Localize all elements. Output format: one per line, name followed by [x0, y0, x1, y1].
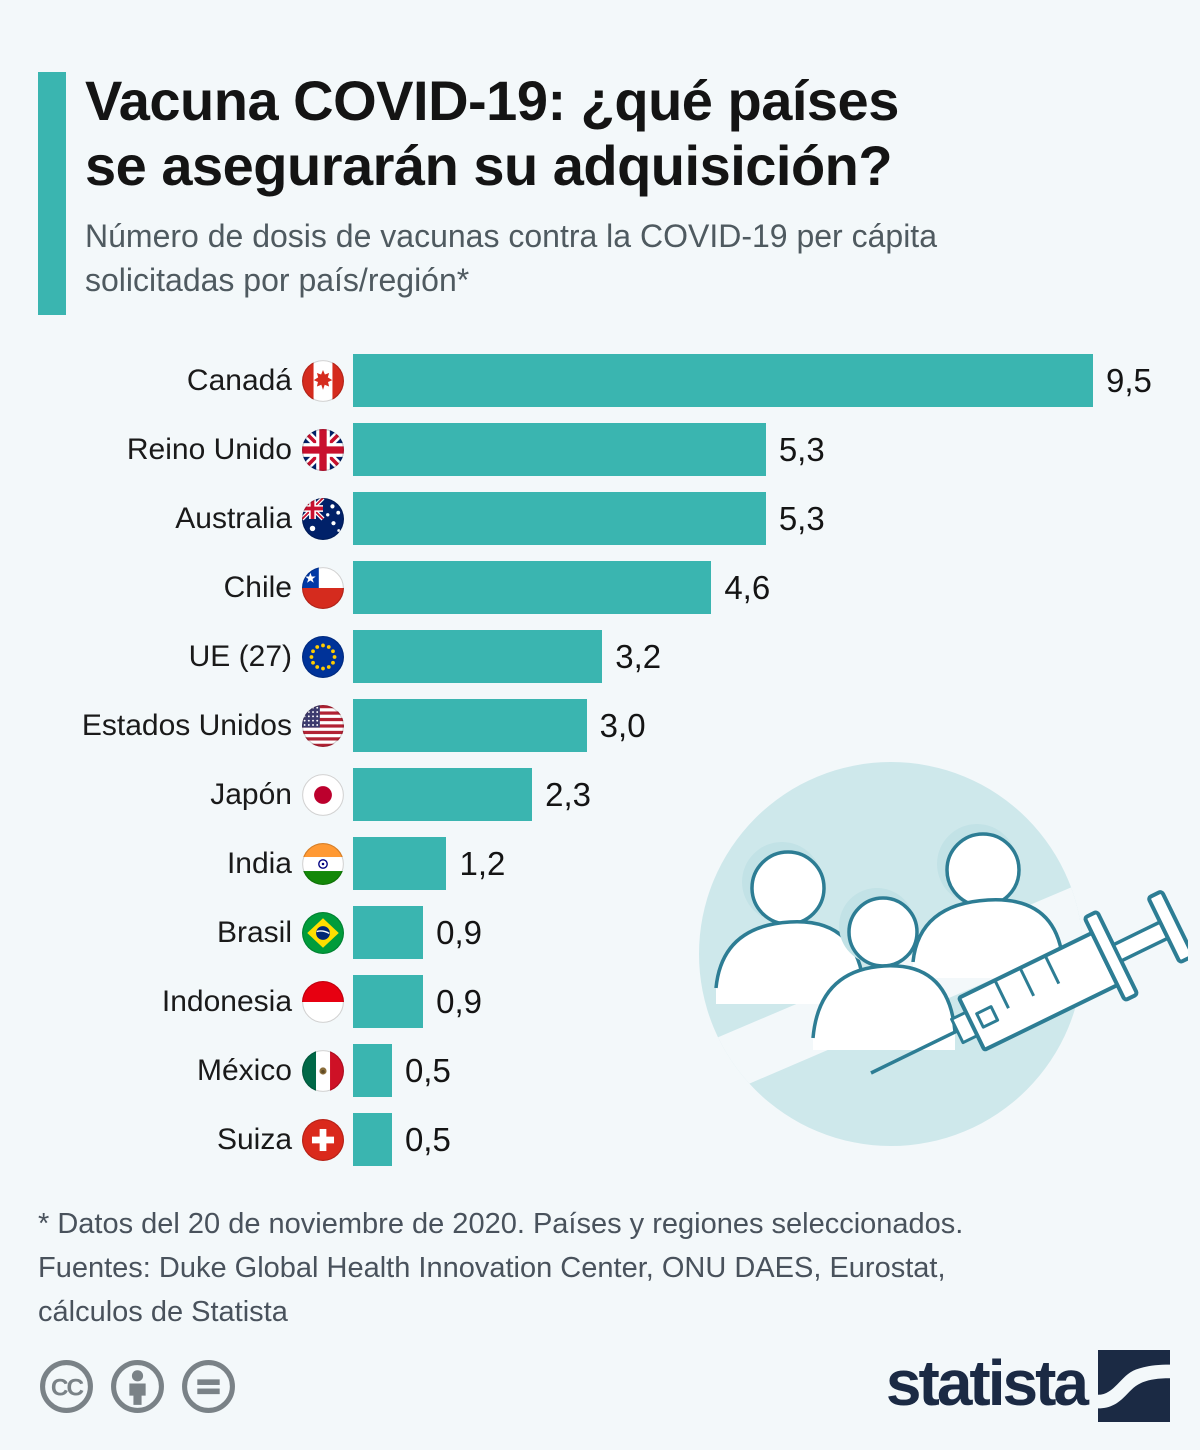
footer-bottom: CC statista	[38, 1350, 1170, 1422]
country-label: UE (27)	[188, 639, 292, 673]
flag-eu-icon	[302, 635, 344, 678]
bar-track: 0,9	[353, 906, 1093, 959]
chart-row: UE (27) 3,2	[35, 630, 1200, 683]
subtitle-line-2: solicitadas por país/región*	[85, 262, 470, 298]
bar	[353, 492, 766, 545]
value-label: 5,3	[778, 499, 825, 537]
bar-track: 3,2	[353, 630, 1093, 683]
flag-chile-icon	[302, 566, 344, 609]
syringe-icon	[870, 890, 1195, 1075]
license-icons: CC	[38, 1358, 237, 1415]
value-label: 4,6	[724, 568, 771, 606]
chart-row: Suiza 0,5	[35, 1113, 1200, 1166]
person-icon	[811, 888, 957, 1050]
chart-row: Canadá 9,5	[35, 354, 1200, 407]
value-label: 5,3	[778, 430, 825, 468]
chart-row: México 0,5	[35, 1044, 1200, 1097]
flag-australia-icon	[302, 497, 344, 540]
bar	[353, 975, 424, 1028]
country-label: Australia	[175, 501, 292, 535]
subtitle-line-1: Número de dosis de vacunas contra la COV…	[85, 218, 937, 254]
country-label: India	[226, 846, 292, 880]
sources-line-2: cálculos de Statista	[38, 1296, 288, 1328]
bar-track: 4,6	[353, 561, 1093, 614]
title-accent-bar	[38, 72, 66, 315]
person-icon	[714, 842, 866, 1004]
bar	[353, 906, 424, 959]
value-label: 0,9	[436, 913, 482, 951]
person-icon	[911, 824, 1065, 978]
bar-track: 0,5	[353, 1044, 1093, 1097]
footnote: * Datos del 20 de noviembre de 2020. Paí…	[38, 1202, 1160, 1334]
cc-icon[interactable]: CC	[38, 1358, 95, 1415]
country-label: Brasil	[216, 915, 292, 949]
value-label: 3,2	[615, 637, 662, 675]
chart-row: Estados Unidos 3,0	[35, 699, 1200, 752]
value-label: 0,5	[404, 1051, 451, 1089]
flag-indonesia-icon	[302, 980, 344, 1023]
value-label: 2,3	[545, 775, 592, 813]
chart-row: Australia 5,3	[35, 492, 1200, 545]
bar-track: 0,5	[353, 1113, 1093, 1166]
chart-rows: Canadá 9,5 Reino Unido 5,3 Australia 5,3 Chile…	[35, 354, 1200, 1166]
country-label: Canadá	[186, 363, 292, 397]
bar	[353, 1113, 392, 1166]
country-label: Chile	[223, 570, 292, 604]
value-label: 0,5	[404, 1120, 451, 1158]
value-label: 0,9	[436, 982, 482, 1020]
bar-chart: Canadá 9,5 Reino Unido 5,3 Australia 5,3 Chile…	[35, 354, 1200, 1166]
country-label: Reino Unido	[126, 432, 292, 466]
chart-row: Chile 4,6	[35, 561, 1200, 614]
value-label: 9,5	[1106, 361, 1152, 399]
flag-canada-icon	[302, 359, 344, 402]
chart-row: Indonesia 0,9	[35, 975, 1200, 1028]
bar-track: 2,3	[353, 768, 1093, 821]
statista-logo[interactable]: statista	[886, 1350, 1170, 1422]
bar-track: 5,3	[353, 492, 1093, 545]
chart-subtitle: Número de dosis de vacunas contra la COV…	[85, 214, 1160, 302]
country-label: México	[196, 1053, 292, 1087]
country-label: Indonesia	[161, 984, 292, 1018]
bar	[353, 561, 712, 614]
chart-row: Japón 2,3	[35, 768, 1200, 821]
statista-logo-icon	[1098, 1350, 1170, 1422]
header: Vacuna COVID-19: ¿qué países se asegurar…	[0, 0, 1200, 315]
bar	[353, 354, 1093, 407]
chart-row: Reino Unido 5,3	[35, 423, 1200, 476]
bar	[353, 837, 447, 890]
value-label: 1,2	[459, 844, 506, 882]
flag-brazil-icon	[302, 911, 344, 954]
cc-nd-icon[interactable]	[180, 1358, 237, 1415]
bar	[353, 1044, 392, 1097]
page-title-line-1: Vacuna COVID-19: ¿qué países	[85, 69, 899, 132]
bar-track: 1,2	[353, 837, 1093, 890]
country-label: Estados Unidos	[81, 708, 292, 742]
bar-track: 9,5	[353, 354, 1152, 407]
vaccination-illustration	[688, 758, 1195, 1163]
svg-text:CC: CC	[51, 1374, 84, 1401]
flag-japan-icon	[302, 773, 344, 816]
footnote-note: * Datos del 20 de noviembre de 2020. Paí…	[38, 1208, 964, 1240]
bar	[353, 630, 603, 683]
statista-wordmark: statista	[885, 1347, 1089, 1419]
country-label: Suiza	[216, 1122, 292, 1156]
bar	[353, 768, 533, 821]
bar	[353, 423, 766, 476]
chart-row: India 1,2	[35, 837, 1200, 890]
flag-mexico-icon	[302, 1049, 344, 1092]
sources-line-1: Fuentes: Duke Global Health Innovation C…	[38, 1252, 946, 1284]
page-title-line-2: se asegurarán su adquisición?	[85, 134, 893, 197]
bar-track: 0,9	[353, 975, 1093, 1028]
bar-track: 3,0	[353, 699, 1093, 752]
bar-track: 5,3	[353, 423, 1093, 476]
value-label: 3,0	[599, 706, 646, 744]
flag-usa-icon	[302, 704, 344, 747]
country-label: Japón	[210, 777, 292, 811]
flag-switzerland-icon	[302, 1118, 344, 1161]
flag-uk-icon	[302, 428, 344, 471]
bar	[353, 699, 587, 752]
flag-india-icon	[302, 842, 344, 885]
cc-by-icon[interactable]	[109, 1358, 166, 1415]
chart-row: Brasil 0,9	[35, 906, 1200, 959]
